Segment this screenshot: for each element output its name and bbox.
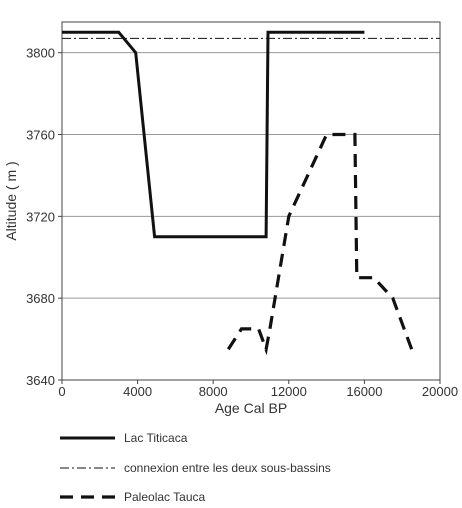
plot-frame: [61, 21, 441, 381]
y-tick-label: 3720: [26, 209, 55, 224]
x-tick-label: 12000: [271, 384, 307, 399]
legend-label-3: Paleolac Tauca: [124, 490, 205, 504]
grid-lines: [62, 52, 440, 299]
series-line-3: [226, 132, 414, 356]
x-tick-label: 8000: [199, 384, 228, 399]
x-axis-title: Age Cal BP: [215, 400, 287, 416]
y-ticks: 3640 3680 3720 3760 3800: [26, 46, 62, 388]
series-line-1: [62, 30, 365, 239]
y-axis-title: Altitude ( m ): [3, 161, 19, 240]
x-tick-label: 20000: [422, 384, 458, 399]
legend: Lac Titicaca connexion entre les deux sou…: [60, 431, 331, 504]
x-tick-label: 0: [58, 384, 65, 399]
x-tick-label: 16000: [346, 384, 382, 399]
x-tick-label: 4000: [123, 384, 152, 399]
y-tick-label: 3800: [26, 46, 55, 61]
y-tick-label: 3640: [26, 373, 55, 388]
series-layer: [62, 30, 440, 356]
y-tick-label: 3680: [26, 291, 55, 306]
legend-label-1: Lac Titicaca: [124, 431, 188, 445]
legend-label-2: connexion entre les deux sous-bassins: [124, 461, 331, 475]
x-ticks: 0 4000 8000 12000 16000 20000: [58, 380, 458, 399]
y-tick-label: 3760: [26, 128, 55, 143]
